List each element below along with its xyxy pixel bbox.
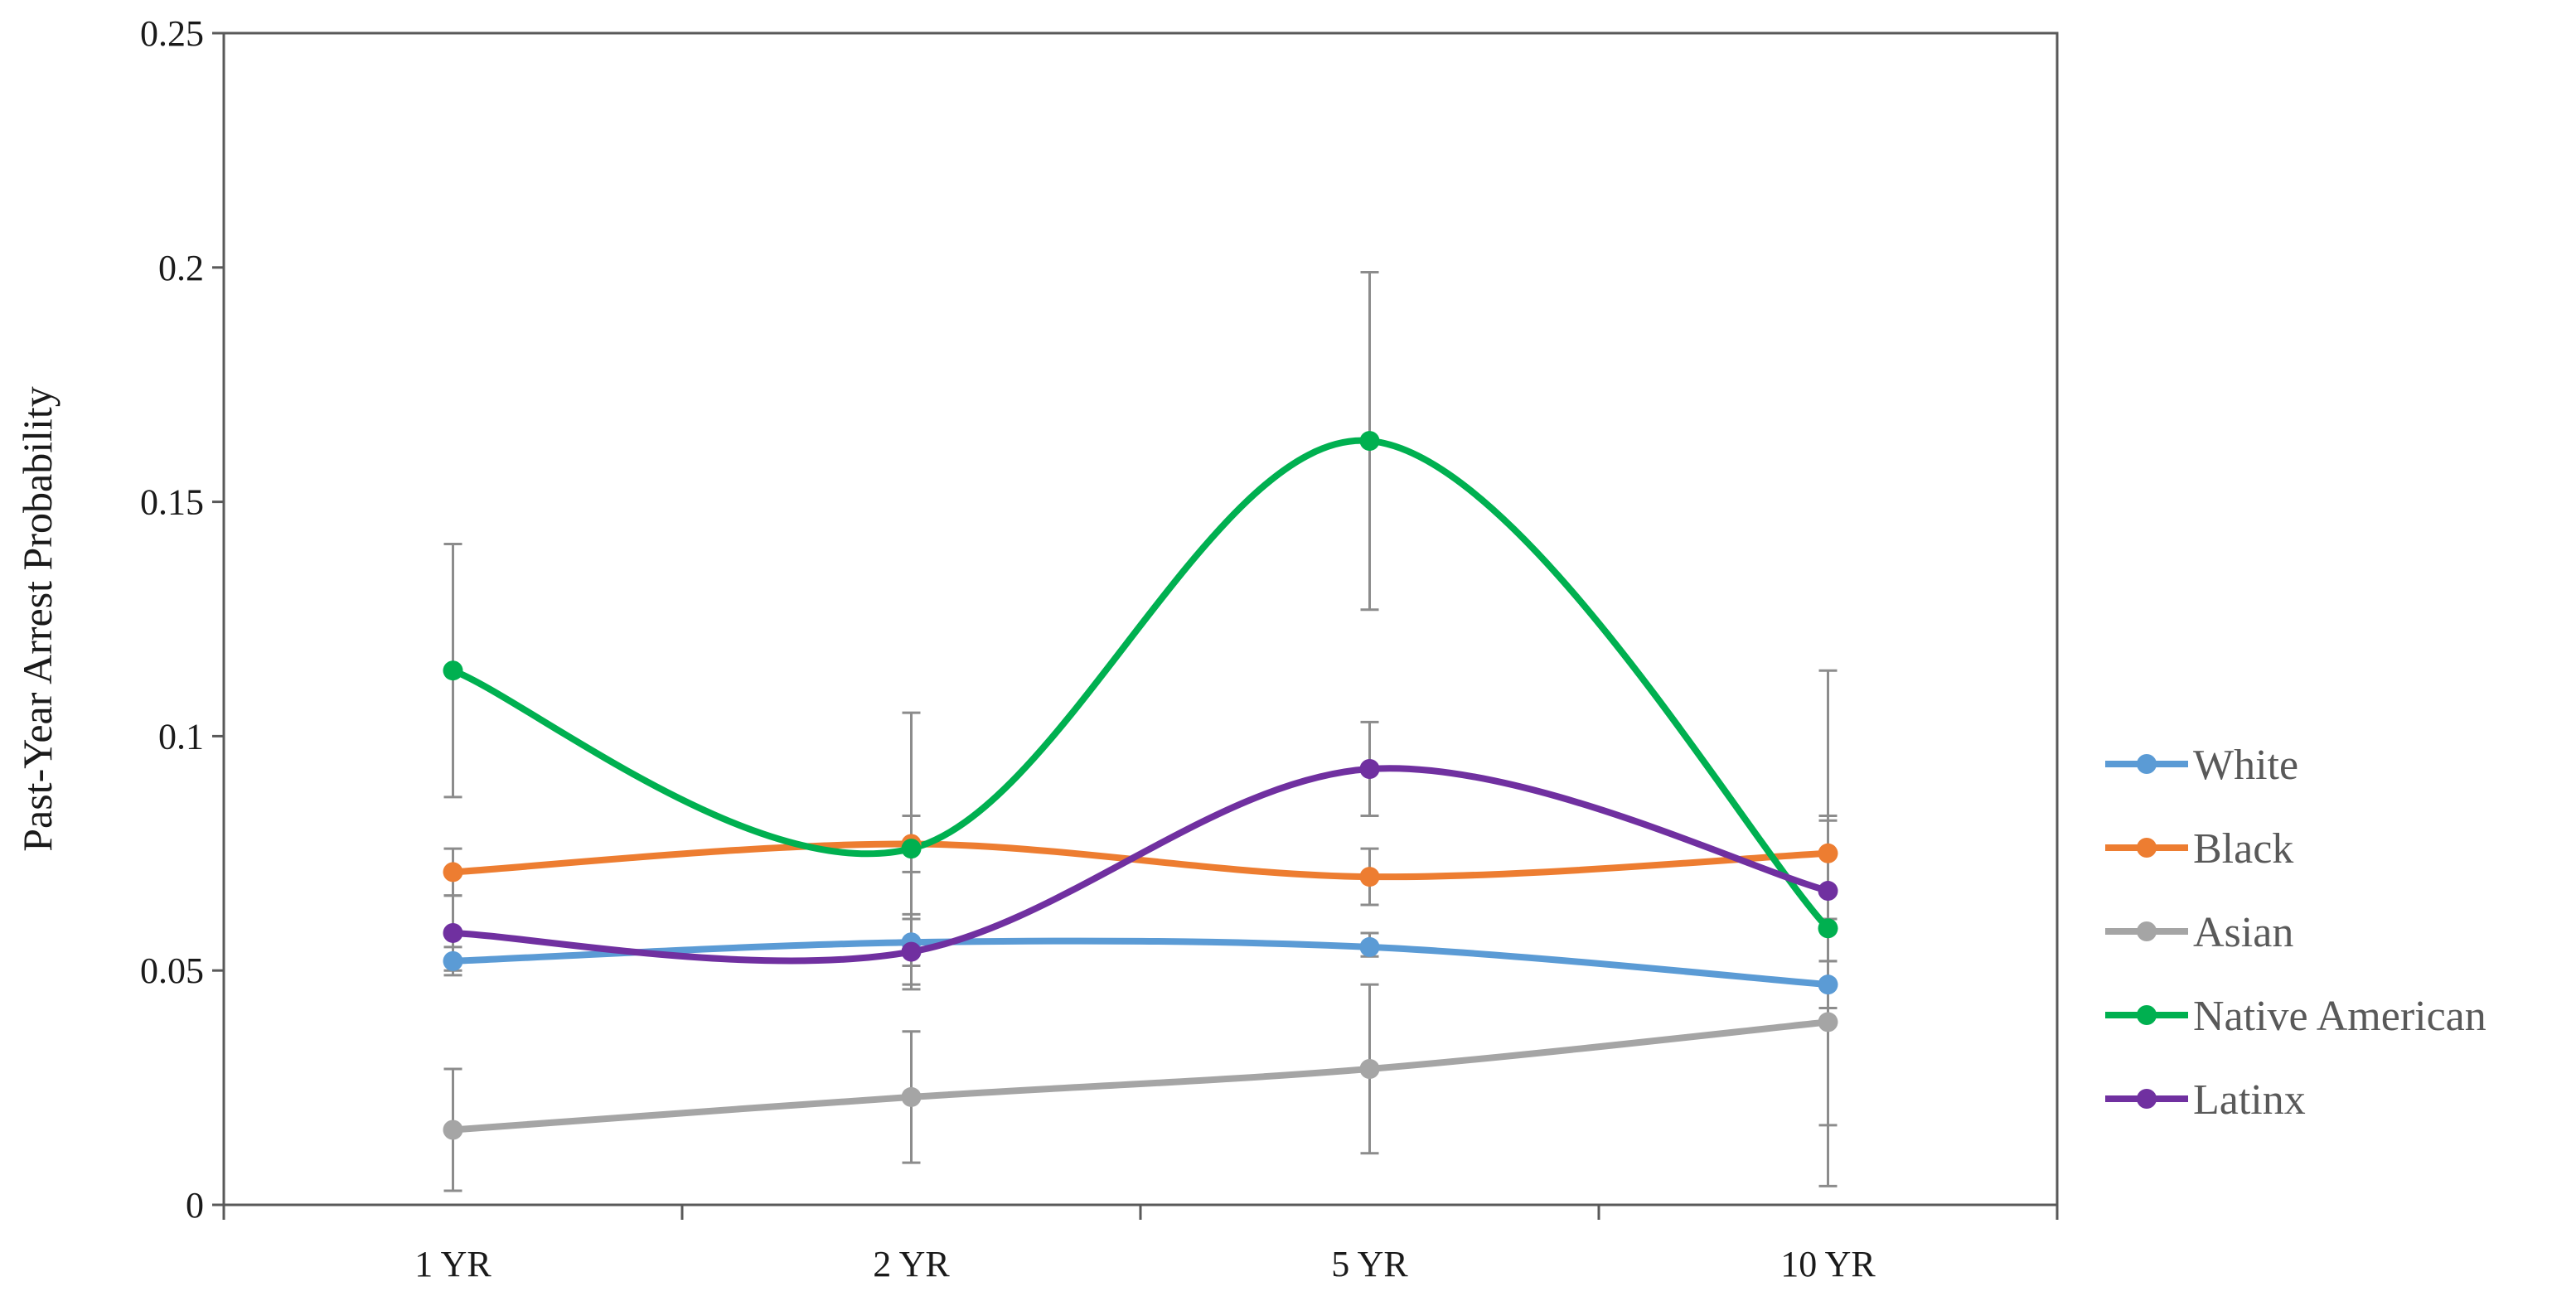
data-point-asian <box>1818 1012 1838 1032</box>
legend-label-latinx: Latinx <box>2193 1076 2306 1124</box>
legend-label-asian: Asian <box>2193 909 2293 956</box>
x-tick-label: 10 YR <box>1780 1244 1876 1284</box>
series-line-latinx <box>449 765 1832 965</box>
y-tick-label: 0.05 <box>140 950 204 991</box>
data-points-layer <box>443 431 1838 1140</box>
error-bars-layer <box>443 270 1838 1192</box>
data-point-white <box>1818 974 1838 995</box>
data-point-latinx <box>1359 758 1380 779</box>
data-point-latinx <box>1818 881 1838 902</box>
legend-marker-black <box>2137 838 2157 858</box>
y-axis-label: Past-Year Arrest Probability <box>14 386 61 852</box>
data-point-asian <box>443 1119 463 1140</box>
data-point-black <box>1359 867 1380 887</box>
data-point-native-american <box>901 839 922 859</box>
series-lines-layer <box>449 438 1832 1134</box>
y-tick-label: 0.2 <box>158 248 204 288</box>
data-point-latinx <box>443 922 463 943</box>
x-tick-label: 2 YR <box>873 1244 950 1284</box>
legend-marker-native-american <box>2137 1005 2157 1025</box>
data-point-black <box>443 862 463 883</box>
data-point-white <box>1359 936 1380 957</box>
y-tick-label: 0.25 <box>140 13 204 54</box>
series-line-black <box>449 840 1832 881</box>
data-point-native-american <box>443 660 463 681</box>
x-tick-label: 5 YR <box>1331 1244 1408 1284</box>
legend: White Black Asian Native American Latinx <box>2105 742 2486 1124</box>
data-point-native-american <box>1359 431 1380 452</box>
series-line-white <box>449 937 1832 989</box>
legend-label-white: White <box>2193 742 2298 789</box>
axes-layer: 0 0.05 0.1 0.15 0.2 0.25 1 YR 2 YR 5 YR 10 YR <box>140 13 2059 1284</box>
legend-marker-asian <box>2137 921 2157 941</box>
data-point-asian <box>901 1086 922 1107</box>
data-point-white <box>443 950 463 971</box>
y-tick-label: 0.1 <box>158 716 204 757</box>
series-line-asian <box>449 1018 1832 1134</box>
data-point-latinx <box>901 941 922 962</box>
y-tick-label: 0.15 <box>140 482 204 523</box>
legend-label-native-american: Native American <box>2193 993 2486 1040</box>
data-point-asian <box>1359 1058 1380 1079</box>
x-tick-label: 1 YR <box>414 1244 491 1284</box>
data-point-native-american <box>1818 918 1838 939</box>
y-tick-label: 0 <box>186 1185 204 1226</box>
series-line-native-american <box>449 438 1832 932</box>
legend-label-black: Black <box>2193 825 2293 873</box>
data-point-black <box>1818 843 1838 863</box>
legend-marker-white <box>2137 754 2157 774</box>
legend-marker-latinx <box>2137 1089 2157 1109</box>
